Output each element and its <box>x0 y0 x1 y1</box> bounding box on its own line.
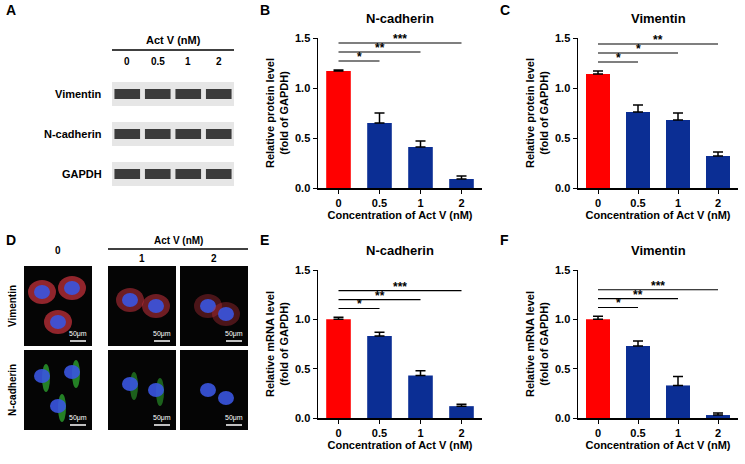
svg-text:*: * <box>636 42 641 56</box>
svg-text:F: F <box>500 232 509 248</box>
svg-text:GAPDH: GAPDH <box>62 168 102 180</box>
svg-text:**: ** <box>633 288 643 302</box>
svg-text:*: * <box>616 296 621 310</box>
svg-text:N-cadherin: N-cadherin <box>44 128 102 140</box>
svg-text:50μm: 50μm <box>69 414 87 422</box>
svg-text:50μm: 50μm <box>153 414 171 422</box>
svg-text:0: 0 <box>335 197 341 209</box>
svg-text:1.0: 1.0 <box>555 313 570 325</box>
svg-text:Act V (nM): Act V (nM) <box>146 34 201 46</box>
svg-text:***: *** <box>393 280 407 294</box>
svg-text:0.5: 0.5 <box>372 197 387 209</box>
svg-text:Concentration of Act V (nM): Concentration of Act V (nM) <box>585 439 730 451</box>
svg-text:0.5: 0.5 <box>630 197 645 209</box>
svg-text:0.5: 0.5 <box>555 132 570 144</box>
svg-text:N-cadherin: N-cadherin <box>366 243 434 258</box>
svg-text:Act V (nM): Act V (nM) <box>154 235 203 246</box>
svg-text:Vimentin: Vimentin <box>55 88 102 100</box>
svg-text:D: D <box>6 232 16 248</box>
svg-text:**: ** <box>653 33 663 47</box>
svg-text:1.5: 1.5 <box>295 264 310 276</box>
svg-text:0.5: 0.5 <box>372 427 387 439</box>
svg-text:0.0: 0.0 <box>295 182 310 194</box>
svg-text:1.0: 1.0 <box>295 313 310 325</box>
svg-text:N-cadherin: N-cadherin <box>366 11 434 26</box>
svg-text:***: *** <box>651 279 665 293</box>
svg-text:A: A <box>6 2 16 18</box>
svg-text:0.0: 0.0 <box>295 412 310 424</box>
svg-text:2: 2 <box>715 197 721 209</box>
svg-text:Concentration of Act V (nM): Concentration of Act V (nM) <box>327 209 472 221</box>
svg-text:0.5: 0.5 <box>295 363 310 375</box>
svg-text:Relative protein level(fold of: Relative protein level(fold of GAPDH) <box>264 58 290 168</box>
svg-text:2: 2 <box>715 427 721 439</box>
svg-text:1: 1 <box>417 197 423 209</box>
svg-text:0.5: 0.5 <box>295 132 310 144</box>
svg-text:2: 2 <box>458 197 464 209</box>
svg-text:0.0: 0.0 <box>555 412 570 424</box>
svg-text:Relative mRNA level(fold of GA: Relative mRNA level(fold of GAPDH) <box>264 291 290 397</box>
svg-text:1: 1 <box>675 427 681 439</box>
svg-text:50μm: 50μm <box>69 330 87 338</box>
svg-text:*: * <box>616 51 621 65</box>
svg-text:Concentration of Act V (nM): Concentration of Act V (nM) <box>327 439 472 451</box>
svg-text:Relative mRNA level(fold of GA: Relative mRNA level(fold of GAPDH) <box>524 291 550 397</box>
svg-text:1: 1 <box>417 427 423 439</box>
svg-text:Relative protein level(fold of: Relative protein level(fold of GAPDH) <box>524 58 550 168</box>
svg-text:0.0: 0.0 <box>555 182 570 194</box>
svg-text:50μm: 50μm <box>153 330 171 338</box>
svg-text:1.5: 1.5 <box>555 264 570 276</box>
svg-text:**: ** <box>375 289 385 303</box>
svg-text:***: *** <box>393 32 407 46</box>
svg-text:50μm: 50μm <box>225 414 243 422</box>
svg-text:*: * <box>357 297 362 311</box>
svg-text:0: 0 <box>335 427 341 439</box>
svg-text:0: 0 <box>55 245 61 256</box>
svg-text:1: 1 <box>185 56 191 67</box>
svg-text:B: B <box>260 2 270 18</box>
svg-text:C: C <box>500 2 510 18</box>
svg-text:0: 0 <box>124 56 130 67</box>
svg-text:2: 2 <box>216 56 222 67</box>
svg-text:0.5: 0.5 <box>555 363 570 375</box>
svg-text:1: 1 <box>675 197 681 209</box>
svg-text:1.0: 1.0 <box>555 82 570 94</box>
svg-text:1: 1 <box>139 253 145 264</box>
svg-text:1.0: 1.0 <box>295 82 310 94</box>
svg-text:2: 2 <box>211 253 217 264</box>
svg-text:Vimentin: Vimentin <box>631 243 686 258</box>
svg-text:**: ** <box>375 41 385 55</box>
svg-text:0: 0 <box>595 197 601 209</box>
svg-text:Vimentin: Vimentin <box>631 11 686 26</box>
svg-text:N-cadherin: N-cadherin <box>7 364 18 416</box>
svg-text:50μm: 50μm <box>225 330 243 338</box>
svg-text:0: 0 <box>595 427 601 439</box>
svg-text:0.5: 0.5 <box>630 427 645 439</box>
svg-text:0.5: 0.5 <box>151 56 165 67</box>
svg-text:Concentration of Act V (nM): Concentration of Act V (nM) <box>585 209 730 221</box>
svg-text:1.5: 1.5 <box>555 32 570 44</box>
svg-text:E: E <box>260 232 269 248</box>
svg-text:*: * <box>357 50 362 64</box>
svg-text:2: 2 <box>458 427 464 439</box>
svg-text:1.5: 1.5 <box>295 32 310 44</box>
svg-text:Vimentin: Vimentin <box>7 285 18 327</box>
